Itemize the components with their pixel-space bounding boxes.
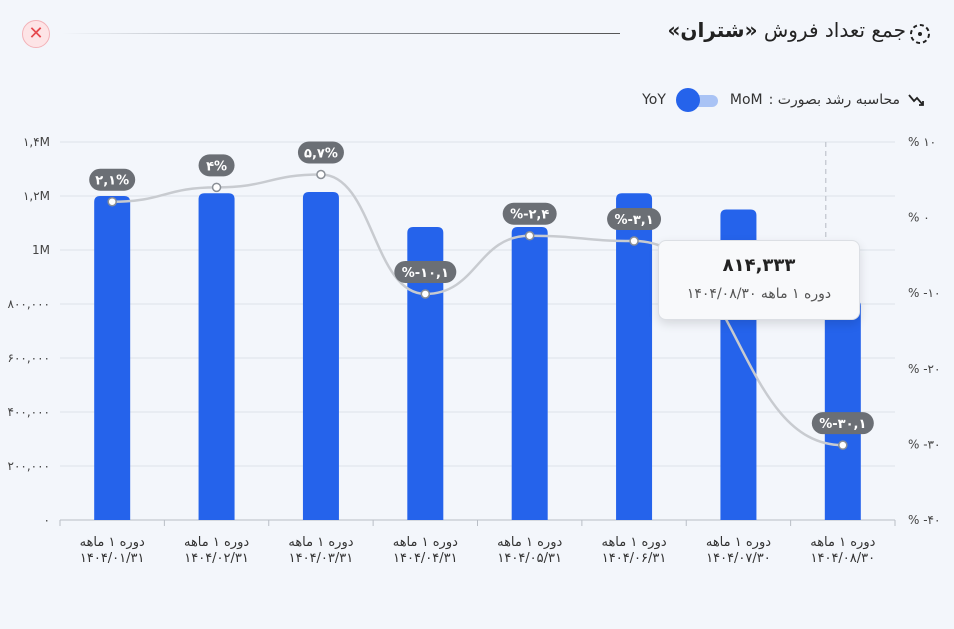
- growth-badge-label: %-۲,۴: [510, 208, 549, 223]
- x-tick-label-date: ۱۴۰۴/۰۶/۳۱: [602, 551, 667, 566]
- chart-header: ✕ جمع تعداد فروش «شتران»: [0, 0, 954, 70]
- y-tick-left: ۱,۴M: [23, 135, 50, 149]
- mom-option[interactable]: MoM: [729, 92, 763, 108]
- growth-trend-icon: [908, 94, 924, 106]
- title-divider: [62, 33, 620, 34]
- toggle-knob: [675, 88, 700, 112]
- y-tick-right: % -۳۰: [908, 437, 940, 451]
- x-tick-label-date: ۱۴۰۴/۰۴/۳۱: [393, 551, 458, 566]
- bar: [407, 227, 444, 521]
- growth-badge-label: ۵,۷%: [304, 147, 338, 162]
- y-tick-left: ۸۰۰,۰۰۰: [8, 297, 51, 311]
- y-tick-left: ۰: [44, 513, 50, 527]
- growth-badge-label: ۴%: [206, 159, 227, 174]
- close-button[interactable]: ✕: [22, 20, 50, 48]
- x-tick-label-date: ۱۴۰۴/۰۷/۳۰: [706, 551, 771, 566]
- y-tick-right: % -۲۰: [908, 362, 940, 376]
- chart-title-prefix: جمع تعداد فروش: [757, 18, 906, 42]
- tooltip-value: ۸۱۴,۳۳۳: [722, 255, 796, 276]
- close-icon: ✕: [28, 23, 44, 44]
- x-tick-label-date: ۱۴۰۴/۰۸/۳۰: [811, 551, 876, 566]
- x-tick-label-period: دوره ۱ ماهه: [601, 535, 666, 550]
- x-tick-label-date: ۱۴۰۴/۰۲/۳۱: [184, 551, 249, 566]
- y-tick-left: 1M: [32, 243, 50, 257]
- x-tick-label-period: دوره ۱ ماهه: [288, 535, 353, 550]
- chart-title: جمع تعداد فروش «شتران»: [667, 18, 906, 42]
- growth-point: [629, 236, 639, 246]
- y-tick-left: ۴۰۰,۰۰۰: [8, 405, 51, 419]
- tooltip-label: دوره ۱ ماهه ۱۴۰۴/۰۸/۳۰: [686, 286, 832, 302]
- growth-badge: [607, 208, 662, 231]
- dashed-circle-icon: [910, 24, 930, 44]
- y-tick-right: % -۱۰: [908, 286, 940, 300]
- chart-tooltip: ۸۱۴,۳۳۳ دوره ۱ ماهه ۱۴۰۴/۰۸/۳۰: [658, 240, 860, 320]
- growth-badge: [198, 154, 235, 177]
- growth-badge: [89, 168, 136, 191]
- growth-point: [524, 230, 535, 241]
- bar: [511, 227, 548, 521]
- bar: [302, 191, 339, 520]
- yoy-option[interactable]: YoY: [642, 92, 666, 108]
- x-tick-label-date: ۱۴۰۴/۰۳/۳۱: [289, 551, 354, 566]
- growth-mode-label: محاسبه رشد بصورت :: [768, 92, 900, 108]
- growth-point: [211, 182, 222, 193]
- growth-badge: [502, 202, 557, 225]
- x-tick-label-period: دوره ۱ ماهه: [497, 535, 562, 550]
- chart-title-bold: «شتران»: [667, 18, 758, 42]
- y-tick-right: % ۰: [908, 211, 930, 225]
- x-tick-label-period: دوره ۱ ماهه: [393, 535, 458, 550]
- growth-point: [316, 169, 326, 180]
- growth-badge-label: %-۳,۱: [614, 213, 653, 228]
- bar: [198, 193, 235, 521]
- y-tick-left: ۱,۲M: [23, 189, 50, 203]
- x-tick-label-period: دوره ۱ ماهه: [80, 535, 145, 550]
- x-tick-label-period: دوره ۱ ماهه: [184, 535, 249, 550]
- growth-point: [420, 289, 431, 299]
- growth-badge-label: %-۱۰,۱: [402, 266, 449, 281]
- x-tick-label-period: دوره ۱ ماهه: [706, 535, 771, 550]
- growth-badge-label: %-۳۰,۱: [819, 417, 866, 432]
- y-tick-right: % ۱۰: [908, 135, 936, 149]
- x-tick-label-date: ۱۴۰۴/۰۱/۳۱: [80, 551, 145, 566]
- x-tick-label-period: دوره ۱ ماهه: [810, 535, 875, 550]
- growth-badge: [811, 412, 874, 435]
- growth-mode-toggle[interactable]: [675, 88, 720, 112]
- y-tick-left: ۲۰۰,۰۰۰: [8, 459, 51, 473]
- bar: [94, 196, 131, 520]
- growth-point: [107, 196, 117, 207]
- growth-badge: [394, 260, 457, 283]
- y-tick-right: % -۴۰: [908, 513, 940, 527]
- bar: [824, 300, 861, 520]
- growth-point: [838, 440, 848, 450]
- bar: [616, 193, 653, 521]
- y-tick-left: ۶۰۰,۰۰۰: [8, 351, 51, 365]
- x-tick-label-date: ۱۴۰۴/۰۵/۳۱: [497, 551, 562, 566]
- growth-mode-controls: محاسبه رشد بصورت : MoM YoY: [642, 88, 926, 112]
- growth-badge-label: ۲,۱%: [95, 174, 129, 189]
- growth-badge: [297, 141, 344, 164]
